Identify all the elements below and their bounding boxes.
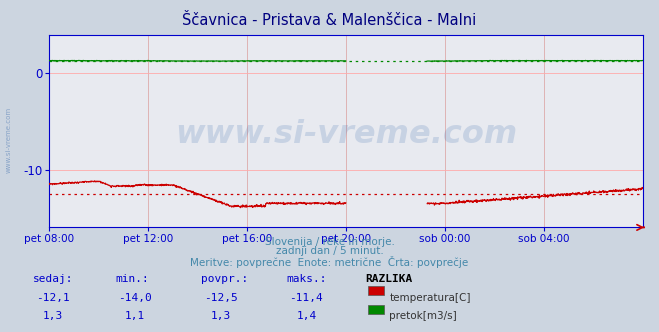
Text: povpr.:: povpr.: bbox=[201, 274, 248, 284]
Text: 1,3: 1,3 bbox=[43, 311, 63, 321]
Text: www.si-vreme.com: www.si-vreme.com bbox=[5, 106, 12, 173]
Text: temperatura[C]: temperatura[C] bbox=[389, 293, 471, 303]
Text: -14,0: -14,0 bbox=[118, 293, 152, 303]
Text: -11,4: -11,4 bbox=[289, 293, 324, 303]
Text: min.:: min.: bbox=[115, 274, 149, 284]
Text: RAZLIKA: RAZLIKA bbox=[366, 274, 413, 284]
Text: 1,3: 1,3 bbox=[211, 311, 231, 321]
Text: www.si-vreme.com: www.si-vreme.com bbox=[175, 120, 517, 150]
Text: Meritve: povprečne  Enote: metrične  Črta: povprečje: Meritve: povprečne Enote: metrične Črta:… bbox=[190, 256, 469, 268]
Text: pretok[m3/s]: pretok[m3/s] bbox=[389, 311, 457, 321]
Text: -12,5: -12,5 bbox=[204, 293, 238, 303]
Text: 1,4: 1,4 bbox=[297, 311, 316, 321]
Text: 1,1: 1,1 bbox=[125, 311, 145, 321]
Text: maks.:: maks.: bbox=[287, 274, 327, 284]
Text: Ščavnica - Pristava & Malenščica - Malni: Ščavnica - Pristava & Malenščica - Malni bbox=[183, 13, 476, 28]
Text: Slovenija / reke in morje.: Slovenija / reke in morje. bbox=[264, 237, 395, 247]
Text: -12,1: -12,1 bbox=[36, 293, 70, 303]
Text: zadnji dan / 5 minut.: zadnji dan / 5 minut. bbox=[275, 246, 384, 256]
Text: sedaj:: sedaj: bbox=[33, 274, 73, 284]
